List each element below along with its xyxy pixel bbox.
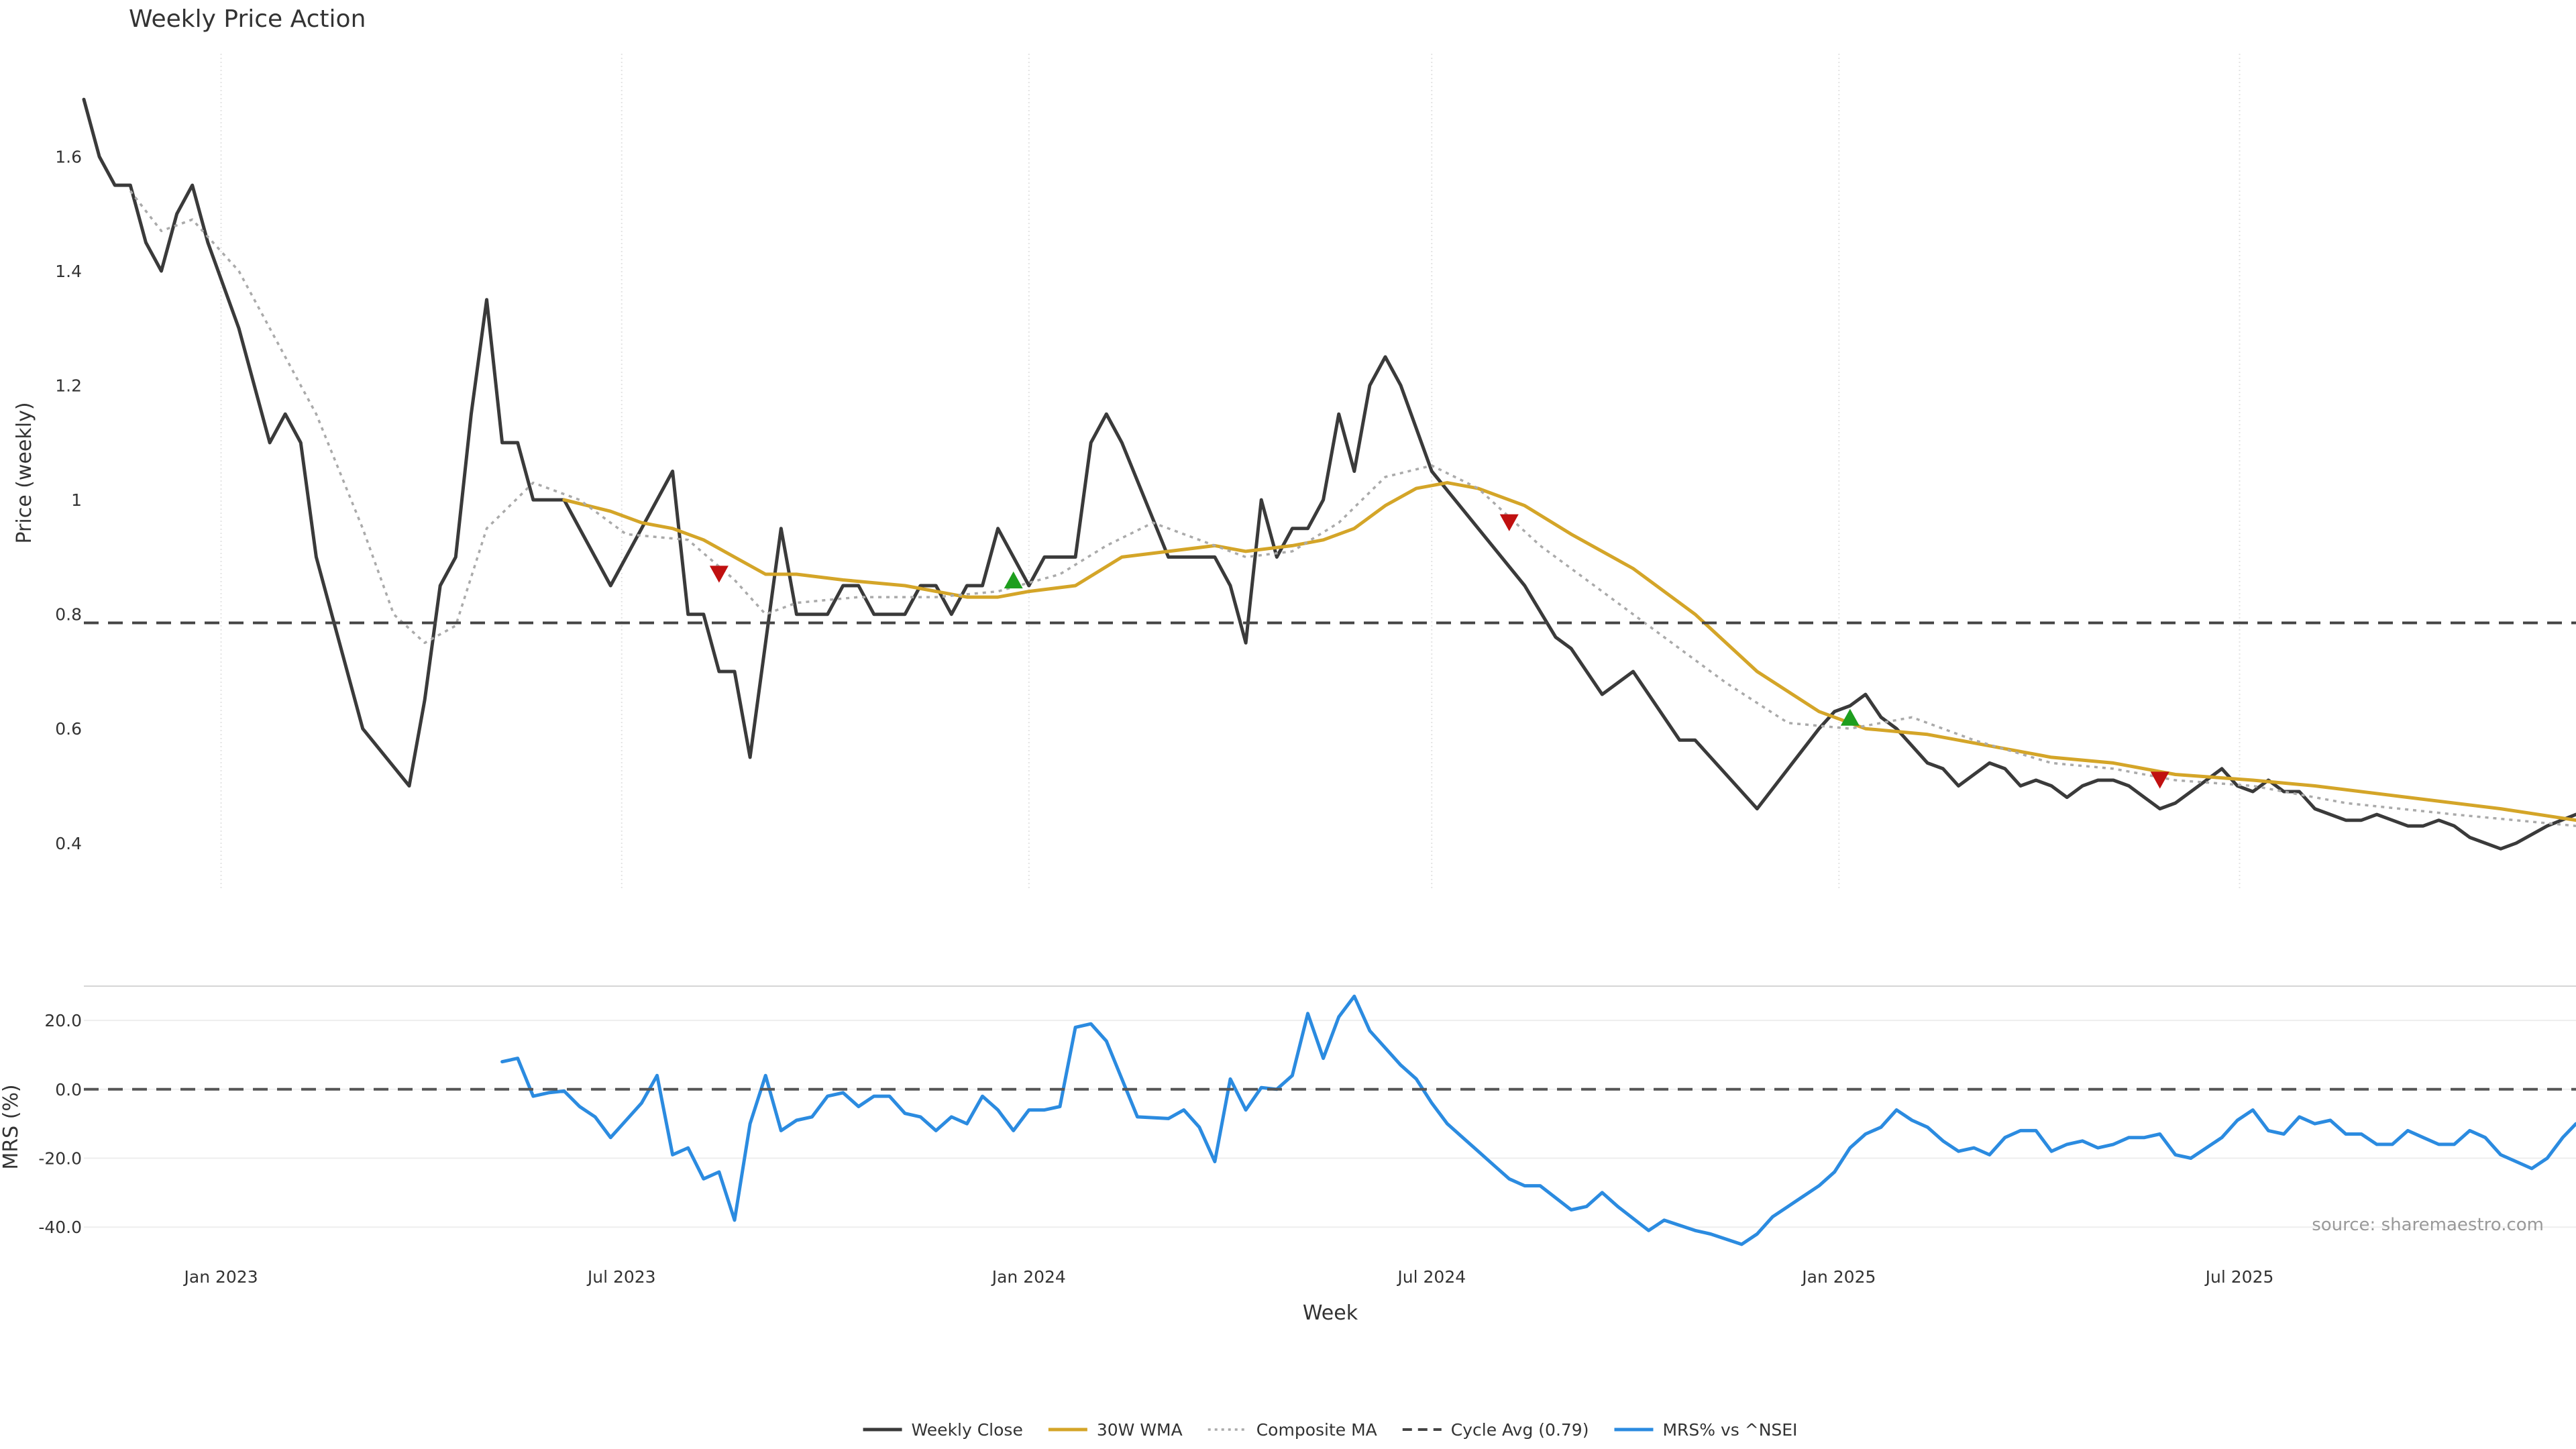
- x-axis-ticks: Jan 2023 Jul 2023 Jan 2024 Jul 2024 Jan 2025…: [183, 1267, 2274, 1287]
- p1-y-tick-label-6: 1.6: [55, 147, 82, 166]
- x-tick-label-2: Jan 2024: [991, 1267, 1066, 1287]
- p1-y-tick-label-1: 0.6: [55, 719, 82, 739]
- legend: Weekly Close 30W WMA Composite MA Cycle Avg…: [863, 1420, 1797, 1440]
- sell-signal-marker-2: [1499, 514, 1519, 531]
- p1-y-tick-label-2: 0.8: [55, 605, 82, 625]
- price-series: [82, 97, 2576, 851]
- legend-label-2: Composite MA: [1256, 1420, 1377, 1440]
- p2-y-tick-label-0: 20.0: [44, 1011, 82, 1030]
- x-tick-label-4: Jan 2025: [1801, 1267, 1876, 1287]
- legend-label-4: MRS% vs ^NSEI: [1662, 1420, 1797, 1440]
- legend-label-1: 30W WMA: [1097, 1420, 1183, 1440]
- sell-signal-marker-0: [709, 566, 729, 583]
- p2-y-tick-label-1: 0.0: [55, 1080, 82, 1099]
- legend-label-0: Weekly Close: [912, 1420, 1023, 1440]
- price-y-ticks: 0.4 0.6 0.8 1 1.2 1.4 1.6: [55, 147, 82, 853]
- x-axis-label: Week: [1303, 1301, 1358, 1325]
- chart-title: Weekly Price Action: [129, 5, 366, 33]
- mrs-y-ticks: 20.0 0.0 -20.0 -40.0: [38, 1011, 82, 1237]
- x-tick-label-0: Jan 2023: [183, 1267, 258, 1287]
- mrs-series: [84, 994, 2576, 1246]
- p2-y-tick-label-2: -20.0: [38, 1148, 82, 1168]
- p1-y-tick-label-5: 1.4: [55, 262, 82, 281]
- p1-y-tick-label-0: 0.4: [55, 834, 82, 853]
- p1-series-line-2: [129, 190, 2576, 827]
- p2-series-line-0: [500, 994, 2576, 1246]
- mrs-y-axis-label: MRS (%): [0, 1084, 23, 1169]
- buy-signal-marker-3: [1840, 708, 1860, 726]
- source-note: source: sharemaestro.com: [2312, 1215, 2544, 1235]
- p1-y-tick-label-4: 1.2: [55, 376, 82, 396]
- x-tick-label-3: Jul 2024: [1396, 1267, 1466, 1287]
- price-panel: 0.4 0.6 0.8 1 1.2 1.4 1.6 Price (weekly): [13, 54, 2576, 889]
- x-tick-label-1: Jul 2023: [586, 1267, 656, 1287]
- p2-y-tick-label-3: -40.0: [38, 1218, 82, 1237]
- legend-label-3: Cycle Avg (0.79): [1451, 1420, 1589, 1440]
- x-tick-label-5: Jul 2025: [2204, 1267, 2274, 1287]
- sell-signal-marker-4: [2150, 771, 2169, 789]
- signal-markers: [709, 514, 2169, 789]
- price-y-axis-label: Price (weekly): [13, 402, 36, 543]
- mrs-panel: 20.0 0.0 -20.0 -40.0 MRS (%) source: sharem…: [0, 994, 2576, 1246]
- buy-signal-marker-1: [1004, 571, 1023, 589]
- p1-series-line-1: [562, 481, 2576, 822]
- p1-series-line-0: [82, 97, 2576, 851]
- p1-y-tick-label-3: 1: [71, 490, 82, 510]
- mrs-horizontal-grid: [84, 1020, 2576, 1228]
